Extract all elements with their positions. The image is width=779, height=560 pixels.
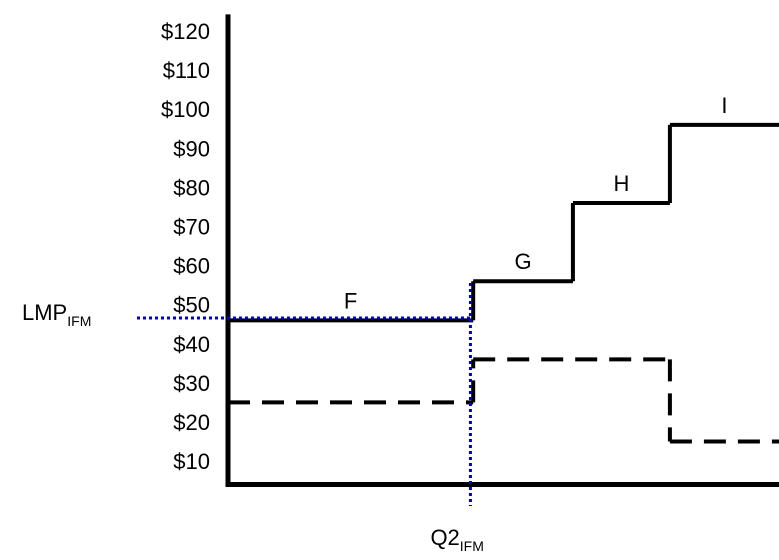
y-tick-label: $100 — [161, 97, 210, 122]
segment-label: G — [514, 249, 531, 274]
y-tick-label: $40 — [173, 332, 210, 357]
y-tick-label: $50 — [173, 293, 210, 318]
q2-label-sub: IFM — [460, 538, 484, 554]
q2-label: Q2IFM — [430, 525, 483, 554]
y-tick-label: $80 — [173, 175, 210, 200]
q2-label-main: Q2 — [430, 525, 459, 550]
y-tick-label: $90 — [173, 136, 210, 161]
segment-label: I — [721, 93, 727, 118]
lmp-label-main: LMP — [22, 300, 67, 325]
y-tick-label: $110 — [163, 58, 210, 83]
lmp-label-sub: IFM — [67, 313, 91, 329]
segment-label: F — [344, 288, 357, 313]
y-tick-label: $20 — [173, 410, 210, 435]
segment-label: H — [613, 171, 629, 196]
y-tick-label: $120 — [161, 19, 210, 44]
y-tick-label: $10 — [173, 449, 210, 474]
lmp-label: LMPIFM — [22, 300, 91, 329]
y-tick-label: $30 — [173, 371, 210, 396]
y-tick-label: $70 — [173, 214, 210, 239]
y-tick-label: $60 — [173, 254, 210, 279]
